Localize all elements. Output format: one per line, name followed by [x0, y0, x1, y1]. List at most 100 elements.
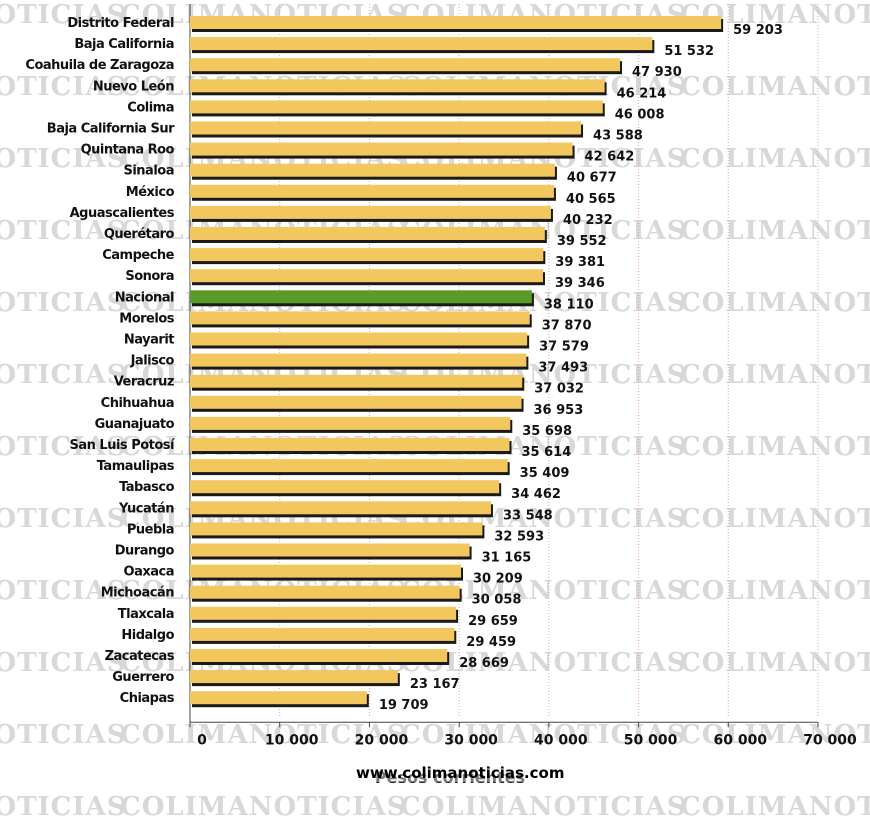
watermark-text: COLIMANOTICIAS [0, 144, 127, 174]
x-axis-label: Pesos corrientes [374, 768, 526, 787]
value-label: 40 232 [563, 213, 613, 228]
category-label: Distrito Federal [67, 16, 174, 31]
value-label: 46 214 [617, 86, 667, 101]
value-label: 31 165 [482, 551, 532, 566]
value-label: 35 409 [520, 466, 570, 481]
watermark-text: COLIMANOTICIAS [680, 432, 870, 462]
category-label: Yucatán [118, 501, 174, 516]
watermark-text: COLIMANOTICIAS [680, 144, 870, 174]
watermark-text: COLIMANOTICIAS [0, 288, 127, 318]
x-tick-label: 0 [197, 732, 207, 748]
bar [190, 311, 530, 325]
category-label: Baja California [74, 37, 174, 52]
category-label: Sonora [125, 269, 174, 284]
category-label: Oaxaca [124, 565, 174, 580]
bar [190, 248, 544, 262]
value-label: 19 709 [379, 698, 429, 713]
value-label: 29 659 [468, 614, 518, 629]
value-label: 37 870 [542, 318, 592, 333]
bar [190, 627, 455, 641]
x-tick-label: 70 000 [803, 732, 857, 748]
watermark-text: COLIMANOTICIAS [400, 720, 687, 750]
bar-nacional [190, 290, 532, 304]
bar [190, 564, 462, 578]
bar [190, 184, 554, 198]
value-label: 35 614 [522, 445, 572, 460]
value-label: 37 579 [539, 340, 589, 355]
category-label: Nacional [115, 290, 174, 305]
watermark-text: COLIMANOTICIAS [680, 648, 870, 678]
value-label: 34 462 [511, 487, 561, 502]
watermark-text: COLIMANOTICIAS [680, 288, 870, 318]
bar-chart: 0 10 000 20 000 30 000 40 000 50 000 60 000 70 … [25, 4, 857, 748]
category-label: Aguascalientes [70, 206, 175, 221]
category-label: Michoacán [101, 586, 175, 601]
bar [190, 691, 367, 705]
value-label: 29 459 [466, 635, 516, 650]
category-label: Colima [127, 100, 174, 115]
category-label: Morelos [119, 311, 174, 326]
bar [190, 606, 457, 620]
bar [190, 269, 543, 283]
category-label: Puebla [127, 522, 174, 537]
category-label: Baja California Sur [47, 122, 175, 137]
bar [190, 416, 511, 430]
category-label: Tamaulipas [97, 459, 175, 474]
value-label: 51 532 [664, 44, 714, 59]
value-label: 39 552 [557, 234, 607, 249]
bar [190, 649, 448, 662]
bar [190, 205, 551, 219]
bar [190, 374, 523, 388]
x-tick-label: 20 000 [355, 732, 409, 748]
bar [190, 501, 491, 515]
watermark-text: COLIMANOTICIAS [680, 360, 870, 390]
category-label: Guerrero [112, 670, 174, 685]
value-label: 30 058 [472, 593, 522, 608]
value-label: 30 209 [473, 572, 523, 587]
bar [190, 332, 528, 346]
x-tick-label: 60 000 [713, 732, 767, 748]
category-label: Tabasco [119, 480, 174, 495]
bar [190, 670, 398, 684]
category-label: Zacatecas [105, 649, 175, 664]
value-label: 39 346 [555, 276, 605, 291]
bar [190, 459, 508, 473]
category-label: Querétaro [104, 227, 175, 242]
category-label: Jalisco [130, 354, 175, 369]
bar [190, 163, 555, 177]
bar [190, 58, 621, 72]
bar [190, 121, 582, 135]
bar [190, 16, 722, 29]
watermark-text: COLIMANOTICIAS [0, 0, 127, 30]
value-label: 23 167 [410, 677, 460, 692]
bar [190, 142, 573, 156]
value-label: 42 642 [585, 150, 635, 165]
value-label: 28 669 [459, 656, 509, 671]
category-label: Sinaloa [123, 164, 174, 179]
category-label: Campeche [102, 248, 174, 263]
watermark-text: COLIMANOTICIAS [680, 216, 870, 246]
watermark-text: COLIMANOTICIAS [0, 72, 127, 102]
x-tick-label: 30 000 [444, 732, 498, 748]
x-tick-label: 10 000 [265, 732, 319, 748]
category-label: Nayarit [124, 333, 174, 348]
x-tick-label: 40 000 [534, 732, 588, 748]
watermark-text: COLIMANOTICIAS [680, 720, 870, 750]
value-label: 36 953 [534, 403, 584, 418]
category-label: Guanajuato [95, 417, 175, 432]
x-tick-label: 50 000 [624, 732, 678, 748]
value-label: 32 593 [494, 529, 544, 544]
value-label: 33 548 [503, 508, 553, 523]
category-label: Chiapas [120, 691, 175, 706]
bar [190, 37, 653, 51]
bar [190, 353, 527, 367]
category-label: México [126, 185, 175, 200]
watermark-text: COLIMANOTICIAS [0, 432, 127, 462]
value-label: 37 493 [538, 361, 588, 376]
bar [190, 227, 545, 240]
watermark-text: COLIMANOTICIAS [0, 720, 127, 750]
source-credit: www.colimanoticias.com [356, 764, 565, 782]
watermark-text: COLIMANOTICIAS [0, 648, 127, 678]
watermark-text: COLIMANOTICIAS [680, 504, 870, 534]
category-label: Veracruz [114, 375, 174, 390]
